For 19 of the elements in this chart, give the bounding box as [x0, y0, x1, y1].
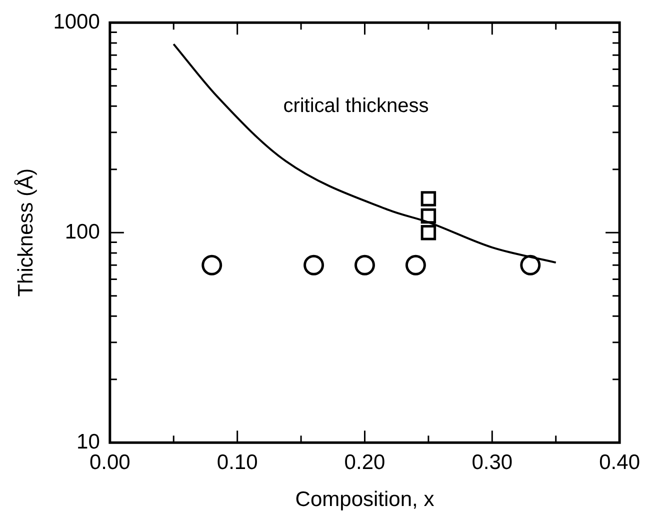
y-axis-title: Thickness (Å): [13, 168, 38, 297]
x-tick-label: 0.30: [472, 450, 513, 474]
x-tick-label: 0.40: [599, 450, 640, 474]
y-tick-label: 100: [64, 220, 100, 244]
y-tick-label: 10: [76, 430, 100, 454]
x-tick-label: 0.10: [216, 450, 258, 474]
point: [405, 254, 426, 276]
annotation: critical thickness: [283, 95, 429, 118]
y-tick-label: 1000: [53, 10, 100, 34]
point: [354, 254, 375, 276]
point: [420, 224, 436, 240]
x-axis-title: Composition, x: [295, 488, 435, 512]
point: [420, 191, 436, 206]
point: [420, 208, 436, 224]
point: [520, 254, 541, 276]
point: [202, 254, 222, 276]
point: [304, 254, 324, 276]
x-tick-label: 0.00: [89, 450, 130, 474]
x-tick-label: 0.20: [344, 450, 386, 474]
